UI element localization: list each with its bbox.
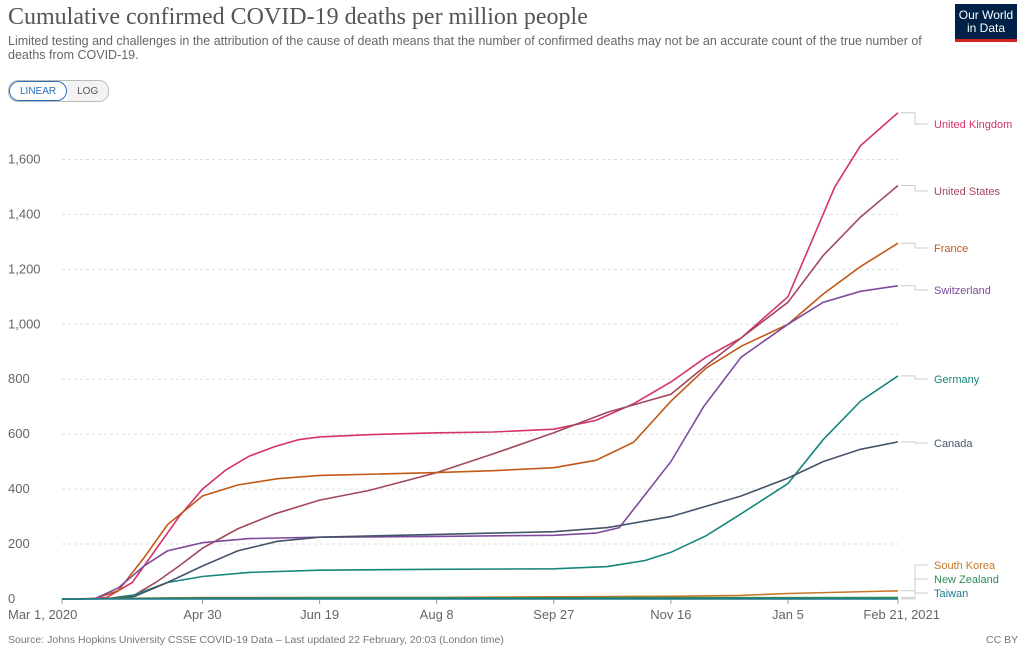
- x-tick-label: Nov 16: [650, 607, 691, 622]
- y-tick-label: 0: [8, 591, 15, 606]
- label-connector: [901, 564, 928, 592]
- x-tick-label: Feb 21, 2021: [863, 607, 940, 622]
- label-connector: [901, 592, 928, 600]
- label-connector: [901, 441, 928, 444]
- x-tick-label: Aug 8: [420, 607, 454, 622]
- linear-scale-button[interactable]: LINEAR: [9, 81, 68, 101]
- series-line-germany[interactable]: [61, 375, 899, 600]
- y-tick-label: 400: [8, 481, 30, 496]
- page-subtitle: Limited testing and challenges in the at…: [8, 34, 922, 62]
- x-tick-label: Jun 19: [300, 607, 339, 622]
- y-tick-label: 1,200: [8, 261, 41, 276]
- x-tick-label: Jan 5: [772, 607, 804, 622]
- series-label-germany[interactable]: Germany: [934, 374, 980, 386]
- series-lines: [61, 112, 899, 600]
- x-tick-label: Mar 1, 2020: [8, 607, 77, 622]
- series-label-canada[interactable]: Canada: [934, 438, 973, 450]
- logo-line-2: in Data: [966, 21, 1006, 35]
- y-tick-label: 200: [8, 536, 30, 551]
- y-tick-label: 1,400: [8, 206, 41, 221]
- page-title: Cumulative confirmed COVID-19 deaths per…: [8, 4, 588, 30]
- series-line-switzerland[interactable]: [61, 285, 899, 600]
- series-label-united-states[interactable]: United States: [934, 186, 1001, 198]
- series-label-taiwan[interactable]: Taiwan: [934, 588, 968, 600]
- y-tick-label: 800: [8, 371, 30, 386]
- license-link[interactable]: CC BY: [986, 634, 1019, 646]
- x-axis-ticks: Mar 1, 2020 Apr 30 Jun 19 Aug 8 Sep 27 Nov 16…: [8, 599, 940, 622]
- label-connector: [901, 112, 928, 125]
- label-connector: [901, 285, 928, 291]
- label-connector: [901, 185, 928, 192]
- series-line-france[interactable]: [61, 242, 899, 600]
- y-axis-ticks: 0 200 400 600 800 1,000 1,200 1,400 1,600: [8, 151, 41, 606]
- scale-toggle: LINEAR LOG: [8, 80, 110, 102]
- x-tick-label: Sep 27: [533, 607, 574, 622]
- label-connector: [901, 578, 928, 599]
- y-tick-label: 1,000: [8, 316, 41, 331]
- owid-logo[interactable]: Our World in Data: [955, 4, 1017, 42]
- logo-line-1: Our World: [958, 8, 1014, 22]
- series-label-south-korea[interactable]: South Korea: [934, 560, 996, 572]
- x-tick-label: Apr 30: [183, 607, 221, 622]
- source-note: Source: Johns Hopkins University CSSE CO…: [8, 634, 504, 646]
- series-labels: United Kingdom United States France Switzer…: [901, 112, 1012, 600]
- y-tick-label: 600: [8, 426, 30, 441]
- y-tick-label: 1,600: [8, 151, 41, 166]
- series-label-france[interactable]: France: [934, 243, 968, 255]
- series-line-united-states[interactable]: [61, 184, 899, 600]
- label-connector: [901, 375, 928, 380]
- series-label-united-kingdom[interactable]: United Kingdom: [934, 119, 1012, 131]
- series-label-switzerland[interactable]: Switzerland: [934, 285, 991, 297]
- log-scale-button[interactable]: LOG: [67, 81, 109, 101]
- series-label-new-zealand[interactable]: New Zealand: [934, 574, 999, 586]
- series-line-united-kingdom[interactable]: [62, 112, 899, 600]
- series-line-canada[interactable]: [61, 441, 899, 600]
- label-connector: [901, 242, 928, 249]
